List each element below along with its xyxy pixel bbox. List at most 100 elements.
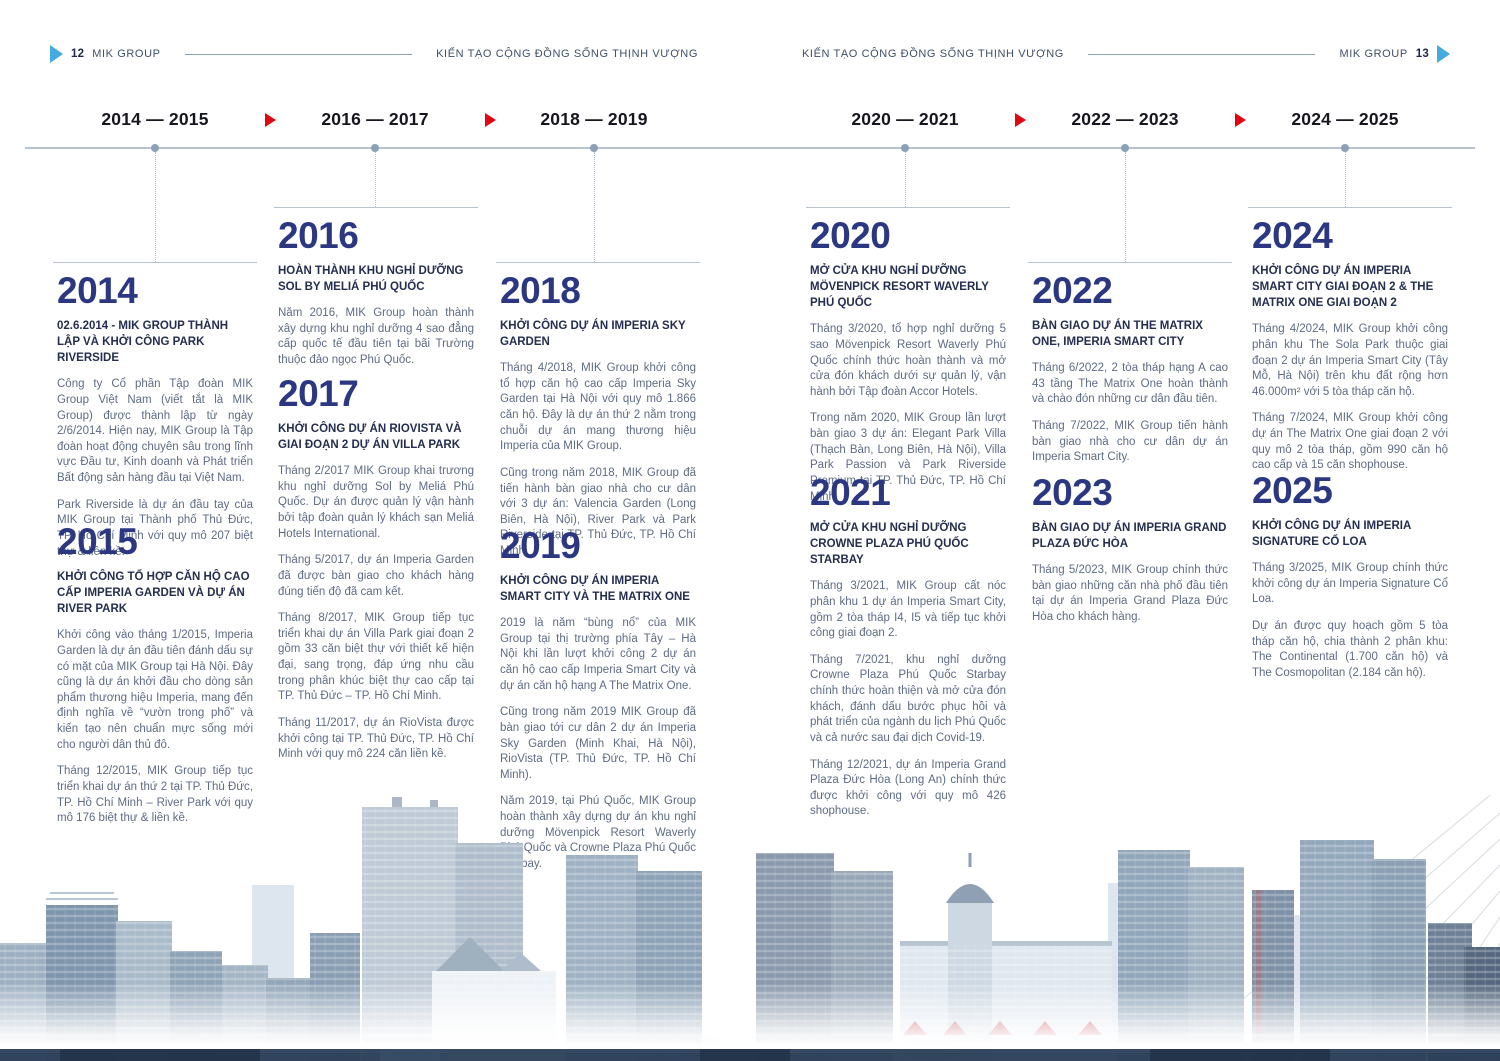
timeline-stem	[154, 152, 156, 262]
section-title: BÀN GIAO DỰ ÁN THE MATRIX ONE, IMPERIA S…	[1032, 320, 1203, 349]
next-period-arrow-icon	[485, 113, 496, 127]
section-title: BÀN GIAO DỰ ÁN IMPERIA GRAND PLAZA ĐỨC H…	[1032, 522, 1227, 551]
timeline-column-section: 2025 KHỞI CÔNG DỰ ÁN IMPERIA SIGNATURE CỔ…	[1252, 472, 1448, 693]
page-number-left: 12	[71, 48, 85, 60]
timeline-column-section: 2021 MỞ CỬA KHU NGHỈ DƯỠNG CROWNE PLAZA P…	[810, 474, 1006, 831]
section-paragraph: Cũng trong năm 2018, MIK Group đã tiến h…	[500, 466, 696, 558]
year-heading: 2021	[810, 472, 891, 513]
section-paragraph: Trong năm 2020, MIK Group lần lượt bàn g…	[810, 412, 1006, 503]
timeline-node-dot	[901, 143, 909, 152]
section-paragraph: Tháng 12/2015, MIK Group tiếp tục triển …	[57, 765, 253, 825]
timeline-column-section: 2014 02.6.2014 - MIK GROUP THÀNH LẬP VÀ K…	[57, 272, 253, 571]
year-heading: 2015	[57, 521, 138, 562]
timeline-range-label: 2020 — 2021	[851, 109, 959, 129]
section-paragraph: Tháng 3/2021, MIK Group cất nóc phân khu…	[810, 580, 1006, 640]
brand-label-left: MIK GROUP	[92, 48, 161, 60]
timeline-column-section: 2018 KHỞI CÔNG DỰ ÁN IMPERIA SKY GARDEN Th…	[500, 272, 696, 571]
section-rule	[496, 262, 700, 263]
section-title: KHỞI CÔNG DỰ ÁN IMPERIA SIGNATURE CỔ LOA	[1252, 520, 1411, 549]
section-paragraph: Tháng 7/2021, khu nghỉ dưỡng Crowne Plaz…	[810, 653, 1006, 744]
brand-label-right: MIK GROUP	[1339, 48, 1408, 60]
header-rule-right	[1087, 53, 1316, 55]
section-paragraph: Năm 2019, tại Phú Quốc, MIK Group hoàn t…	[500, 795, 696, 870]
section-paragraph: Tháng 3/2020, tổ hợp nghỉ dưỡng 5 sao Mö…	[810, 323, 1006, 398]
section-paragraph: Công ty Cổ phần Tập đoàn MIK Group Việt …	[57, 378, 253, 485]
section-title: 02.6.2014 - MIK GROUP THÀNH LẬP VÀ KHỞI …	[57, 320, 229, 365]
page-arrow-icon	[50, 45, 63, 63]
timeline-stem	[1124, 152, 1126, 262]
timeline-range-label: 2014 — 2015	[101, 109, 209, 129]
year-heading: 2025	[1252, 470, 1333, 511]
section-paragraph: Khởi công vào tháng 1/2015, Imperia Gard…	[57, 629, 253, 751]
section-rule	[53, 262, 257, 263]
timeline-node-dot	[590, 143, 598, 152]
timeline-range-label: 2022 — 2023	[1071, 109, 1179, 129]
section-paragraph: Park Riverside là dự án đầu tay của MIK …	[57, 498, 253, 558]
section-paragraph: Tháng 4/2018, MIK Group khởi công tổ hợp…	[500, 362, 696, 453]
page-tagline-left: KIẾN TẠO CỘNG ĐỒNG SỐNG THỊNH VƯỢNG	[436, 48, 698, 60]
page-number-right: 13	[1415, 48, 1429, 60]
section-paragraph: Tháng 4/2024, MIK Group khởi công phân k…	[1252, 323, 1448, 398]
timeline-range-label: 2024 — 2025	[1291, 109, 1399, 129]
year-heading: 2019	[500, 525, 581, 566]
section-paragraph: Dự án được quy hoạch gồm 5 tòa tháp căn …	[1252, 620, 1448, 679]
section-paragraph: Tháng 3/2025, MIK Group chính thức khởi …	[1252, 562, 1448, 606]
section-title: KHỞI CÔNG DỰ ÁN IMPERIA SKY GARDEN	[500, 320, 686, 349]
timeline-column-section: 2022 BÀN GIAO DỰ ÁN THE MATRIX ONE, IMPER…	[1032, 272, 1228, 477]
year-heading: 2017	[278, 373, 359, 414]
section-paragraph: Tháng 7/2022, MIK Group tiến hành bàn gi…	[1032, 420, 1228, 464]
section-paragraph: Cũng trong năm 2019 MIK Group đã bàn gia…	[500, 706, 696, 781]
timeline-column-section: 2015 KHỞI CÔNG TỔ HỢP CĂN HỘ CAO CẤP IMPE…	[57, 523, 253, 838]
section-paragraph: Tháng 8/2017, MIK Group tiếp tục triển k…	[278, 612, 474, 703]
header-rule-left	[184, 53, 413, 55]
section-title: KHỞI CÔNG TỔ HỢP CĂN HỘ CAO CẤP IMPERIA …	[57, 571, 250, 616]
year-heading: 2020	[810, 215, 891, 256]
year-heading: 2018	[500, 270, 581, 311]
section-paragraph: Năm 2016, MIK Group hoàn thành xây dựng …	[278, 307, 474, 367]
section-title: KHỞI CÔNG DỰ ÁN RIOVISTA VÀ GIAI ĐOẠN 2 …	[278, 423, 462, 452]
base-strip	[0, 1049, 1500, 1061]
header-left: 12 MIK GROUP KIẾN TẠO CỘNG ĐỒNG SỐNG THỊ…	[50, 44, 698, 64]
city-skyline-illustration	[0, 795, 1500, 1061]
timeline-node-dot	[151, 143, 159, 152]
year-heading: 2023	[1032, 472, 1113, 513]
year-heading: 2024	[1252, 215, 1333, 256]
next-period-arrow-icon	[265, 113, 276, 127]
timeline-column-section: 2020 MỞ CỬA KHU NGHỈ DƯỠNG MÖVENPICK RESO…	[810, 217, 1006, 516]
section-rule	[1248, 207, 1452, 208]
section-rule	[1028, 262, 1232, 263]
next-period-arrow-icon	[1015, 113, 1026, 127]
section-rule	[806, 207, 1010, 208]
section-paragraph: Tháng 11/2017, dự án RioVista được khởi …	[278, 716, 474, 761]
section-title: MỞ CỬA KHU NGHỈ DƯỠNG CROWNE PLAZA PHÚ Q…	[810, 522, 969, 567]
timeline-range-label: 2018 — 2019	[540, 109, 648, 129]
timeline-stem	[1344, 152, 1346, 207]
timeline-column-section: 2023 BÀN GIAO DỰ ÁN IMPERIA GRAND PLAZA Đ…	[1032, 474, 1228, 637]
header-right: KIẾN TẠO CỘNG ĐỒNG SỐNG THỊNH VƯỢNG MIK …	[802, 44, 1450, 64]
section-title: HOÀN THÀNH KHU NGHỈ DƯỠNG SOL BY MELIÁ P…	[278, 265, 464, 294]
year-heading: 2022	[1032, 270, 1113, 311]
timeline-node-dot	[1121, 143, 1129, 152]
timeline-stem	[374, 152, 376, 207]
timeline-node-dot	[371, 143, 379, 152]
section-paragraph: Tháng 12/2021, dự án Imperia Grand Plaza…	[810, 758, 1006, 818]
section-rule	[274, 207, 478, 208]
section-paragraph: Tháng 2/2017 MIK Group khai trương khu n…	[278, 465, 474, 540]
timeline-column-section: 2017 KHỞI CÔNG DỰ ÁN RIOVISTA VÀ GIAI ĐOẠ…	[278, 375, 474, 774]
timeline-stem	[593, 152, 595, 262]
year-heading: 2016	[278, 215, 359, 256]
timeline-stem	[904, 152, 906, 207]
timeline-column-section: 2019 KHỞI CÔNG DỰ ÁN IMPERIA SMART CITY V…	[500, 527, 696, 884]
section-title: KHỞI CÔNG DỰ ÁN IMPERIA SMART CITY GIAI …	[1252, 265, 1434, 310]
skyline-fade	[0, 983, 1500, 1053]
section-paragraph: Tháng 7/2024, MIK Group khởi công dự án …	[1252, 412, 1448, 472]
next-period-arrow-icon	[1235, 113, 1246, 127]
timeline-column-section: 2024 KHỞI CÔNG DỰ ÁN IMPERIA SMART CITY G…	[1252, 217, 1448, 485]
section-paragraph: Tháng 5/2017, dự án Imperia Garden đã đư…	[278, 554, 474, 598]
section-title: MỞ CỬA KHU NGHỈ DƯỠNG MÖVENPICK RESORT W…	[810, 265, 989, 310]
timeline-node-dot	[1341, 143, 1349, 152]
page-tagline-right: KIẾN TẠO CỘNG ĐỒNG SỐNG THỊNH VƯỢNG	[802, 48, 1064, 60]
timeline-column-section: 2016 HOÀN THÀNH KHU NGHỈ DƯỠNG SOL BY MEL…	[278, 217, 474, 380]
year-heading: 2014	[57, 270, 138, 311]
section-paragraph: Tháng 5/2023, MIK Group chính thức bàn g…	[1032, 564, 1228, 624]
